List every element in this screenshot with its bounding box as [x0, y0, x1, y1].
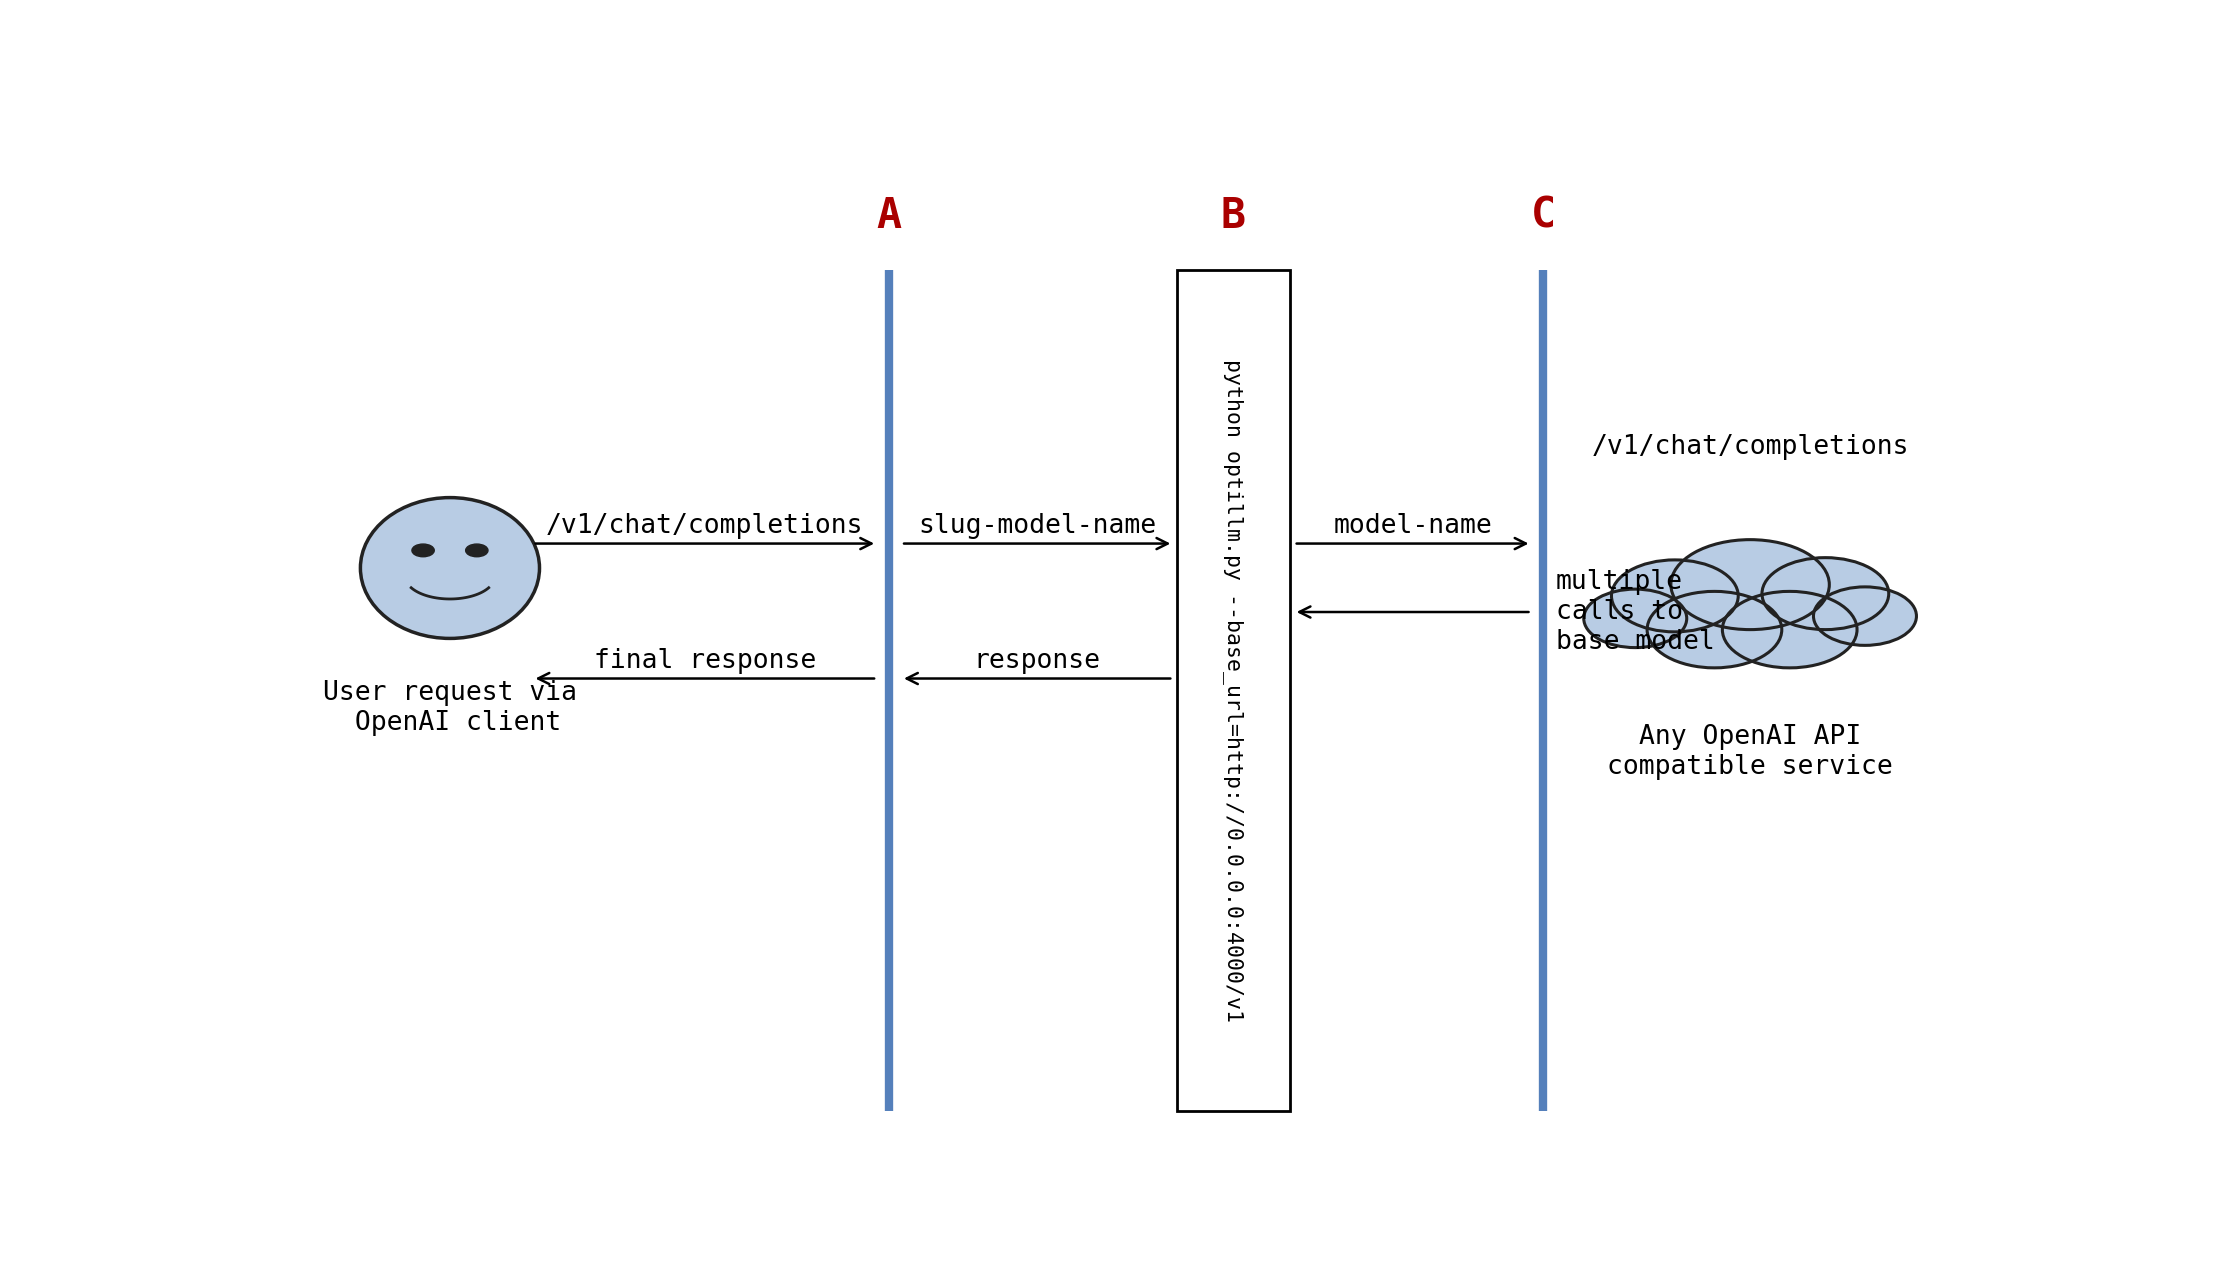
- Text: slug-model-name: slug-model-name: [918, 513, 1155, 538]
- Text: python optillm.py --base_url=http://0.0.0.0:4000/v1: python optillm.py --base_url=http://0.0.…: [1222, 358, 1244, 1022]
- Circle shape: [1722, 592, 1858, 668]
- Circle shape: [1611, 560, 1738, 632]
- Circle shape: [1813, 587, 1915, 645]
- Circle shape: [1584, 589, 1686, 648]
- Ellipse shape: [360, 498, 540, 639]
- Circle shape: [1671, 540, 1829, 630]
- Circle shape: [1584, 589, 1686, 648]
- Circle shape: [411, 544, 433, 556]
- Circle shape: [1611, 560, 1738, 632]
- Circle shape: [1762, 558, 1889, 630]
- Text: model-name: model-name: [1333, 513, 1491, 538]
- Text: final response: final response: [593, 648, 815, 674]
- Text: User request via
 OpenAI client: User request via OpenAI client: [322, 681, 578, 737]
- Text: /v1/chat/completions: /v1/chat/completions: [1591, 434, 1909, 461]
- Text: /v1/chat/completions: /v1/chat/completions: [547, 513, 864, 538]
- Text: A: A: [875, 196, 902, 237]
- Circle shape: [1671, 540, 1829, 630]
- Bar: [1178, 269, 1291, 1111]
- Circle shape: [467, 544, 489, 556]
- Circle shape: [1762, 558, 1889, 630]
- Circle shape: [1647, 592, 1782, 668]
- Text: response: response: [973, 648, 1100, 674]
- Text: B: B: [1220, 196, 1247, 237]
- Bar: [1178, 269, 1291, 1111]
- Circle shape: [1722, 592, 1858, 668]
- Circle shape: [1813, 587, 1915, 645]
- Text: Any OpenAI API
compatible service: Any OpenAI API compatible service: [1607, 724, 1893, 781]
- Text: multiple
calls to
base model: multiple calls to base model: [1555, 569, 1713, 655]
- Circle shape: [1647, 592, 1782, 668]
- Text: C: C: [1531, 196, 1555, 237]
